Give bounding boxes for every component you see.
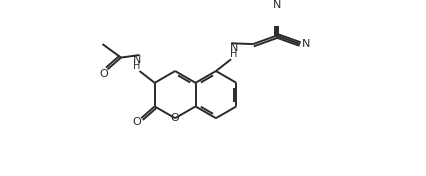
Text: N: N	[302, 39, 310, 49]
Text: N: N	[230, 43, 238, 53]
Text: H: H	[230, 49, 237, 59]
Text: N: N	[272, 0, 281, 10]
Text: O: O	[171, 113, 179, 123]
Text: H: H	[133, 61, 141, 71]
Text: O: O	[99, 69, 108, 78]
Text: O: O	[132, 117, 141, 127]
Text: N: N	[133, 55, 141, 65]
